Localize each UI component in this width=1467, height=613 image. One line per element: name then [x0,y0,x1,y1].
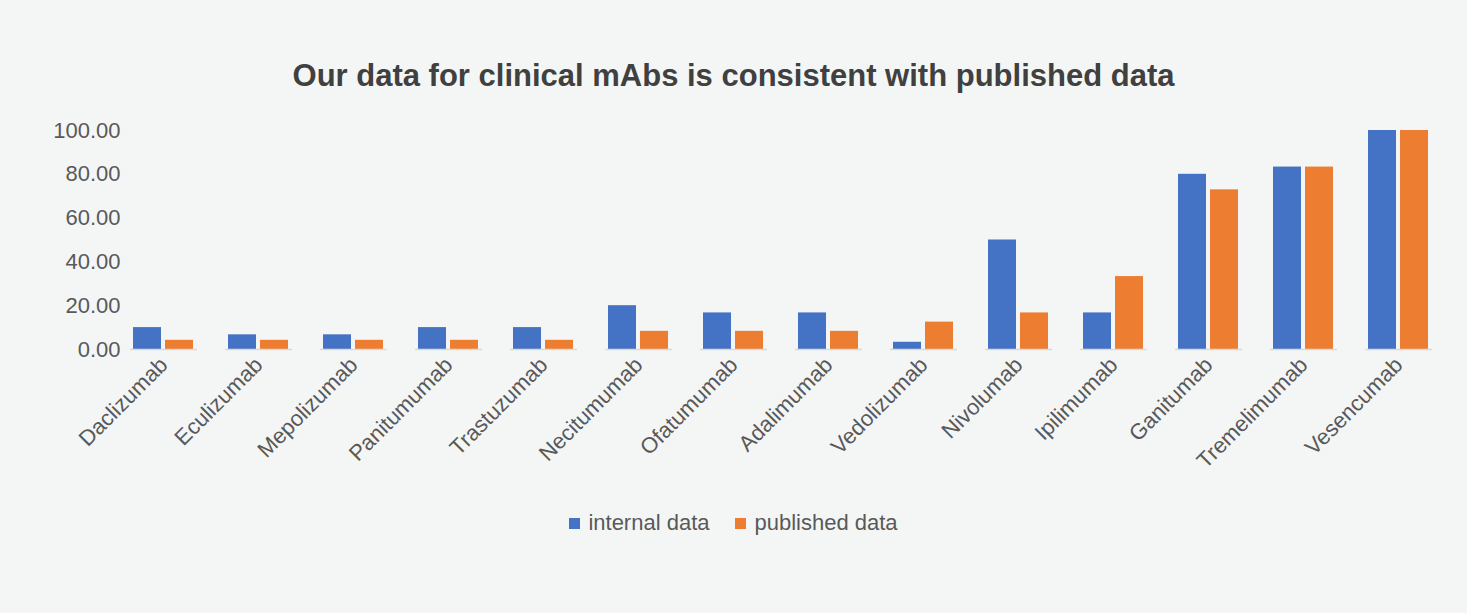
svg-text:Necitumumab: Necitumumab [534,352,648,466]
svg-text:80.00: 80.00 [65,161,120,186]
svg-text:Vedolizumab: Vedolizumab [826,352,933,459]
html-text:internal data: internal data [588,510,710,535]
svg-text:Panitumumab: Panitumumab [344,352,458,466]
svg-text:Eculizumab: Eculizumab [169,352,267,450]
svg-text:Ofatumumab: Ofatumumab [635,352,743,460]
svg-text:Mepolizumab: Mepolizumab [252,352,363,463]
svg-text:Trastuzumab: Trastuzumab [445,352,553,460]
svg-text:Ganitumab: Ganitumab [1124,352,1218,446]
svg-text:Daclizumab: Daclizumab [74,352,173,451]
svg-text:100.00: 100.00 [53,118,120,143]
svg-text:40.00: 40.00 [65,249,120,274]
svg-text:20.00: 20.00 [65,293,120,318]
svg-text:60.00: 60.00 [65,205,120,230]
svg-text:Vesencumab: Vesencumab [1300,352,1408,460]
svg-text:Nivolumab: Nivolumab [936,352,1027,443]
svg-text:0.00: 0.00 [78,337,121,362]
svg-text:Adalimumab: Adalimumab [733,352,837,456]
svg-text:Ipilimumab: Ipilimumab [1030,352,1123,445]
html-text:Our data for clinical mAbs is: Our data for clinical mAbs is consistent… [292,58,1175,93]
svg-text:Tremelimumab: Tremelimumab [1192,352,1313,473]
html-text:published data: published data [754,510,898,535]
